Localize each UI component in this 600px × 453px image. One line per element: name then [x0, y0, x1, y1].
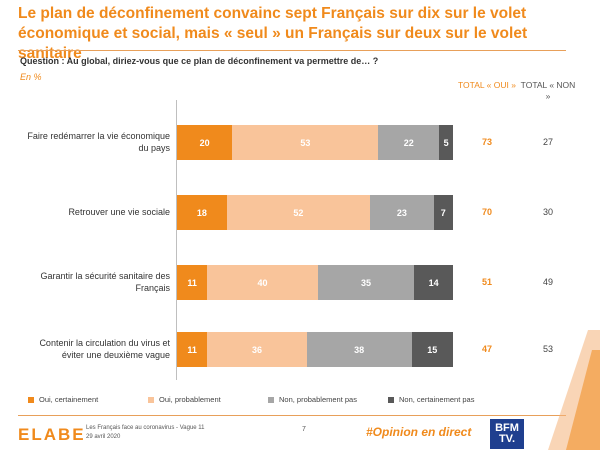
bar-segment: 7 [433, 195, 453, 230]
bfm-tv-logo: BFM TV. [490, 419, 524, 449]
bar-segment: 18 [177, 195, 227, 230]
legend-swatch [268, 396, 274, 403]
bar-segment: 22 [378, 125, 440, 160]
axis-line [176, 100, 177, 380]
hashtag: #Opinion en direct [366, 425, 472, 439]
category-label: Garantir la sécurité sanitaire des Franç… [40, 271, 170, 293]
legend-swatch [388, 396, 394, 403]
source-line: Les Français face au coronavirus - Vague… [86, 425, 205, 431]
stacked-bar: 18 52 23 7 [177, 195, 453, 230]
legend-item: Non, certainement pas [388, 395, 508, 404]
bar-segment: 15 [411, 332, 453, 367]
stacked-bar: 11 40 35 14 [177, 265, 453, 300]
divider [18, 50, 566, 51]
total-non-value: 49 [542, 277, 553, 287]
legend-item: Oui, probablement [148, 395, 268, 404]
stacked-bar: 11 36 38 15 [177, 332, 453, 367]
bar-segment: 53 [232, 125, 379, 160]
total-oui-value: 47 [481, 344, 492, 354]
total-non-value: 53 [542, 344, 553, 354]
legend-label: Oui, certainement [39, 395, 99, 404]
legend: Oui, certainement Oui, probablement Non,… [28, 395, 508, 404]
decorative-triangle-icon [548, 330, 600, 450]
total-non-header: TOTAL « NON » [520, 80, 576, 101]
legend-item: Non, probablement pas [268, 395, 388, 404]
bar-segment: 14 [414, 265, 453, 300]
bar-segment: 35 [317, 265, 415, 300]
bar-segment: 36 [207, 332, 307, 367]
bar-segment: 23 [370, 195, 434, 230]
total-oui-value: 70 [481, 207, 492, 217]
unit-label: En % [20, 72, 42, 82]
stacked-bar: 20 53 22 5 [177, 125, 453, 160]
bar-segment: 5 [439, 125, 453, 160]
footer-divider [18, 415, 566, 416]
bar-segment: 11 [177, 265, 208, 300]
total-oui-value: 51 [481, 277, 492, 287]
category-label: Faire redémarrer la vie économique du pa… [27, 131, 170, 153]
legend-label: Non, probablement pas [279, 395, 357, 404]
page-number: 7 [302, 426, 306, 433]
question-text: Question : Au global, diriez-vous que ce… [20, 56, 379, 66]
elabe-logo: ELABE [18, 425, 86, 444]
footer-source: Les Français face au coronavirus - Vague… [86, 424, 205, 442]
page-title: Le plan de déconfinement convainc sept F… [18, 5, 528, 62]
bar-segment: 38 [306, 332, 412, 367]
bar-segment: 40 [207, 265, 318, 300]
category-label: Contenir la circulation du virus et évit… [39, 338, 170, 360]
bar-segment: 52 [226, 195, 371, 230]
bar-segment: 11 [177, 332, 208, 367]
total-oui-value: 73 [481, 137, 492, 147]
legend-label: Oui, probablement [159, 395, 221, 404]
total-non-value: 30 [542, 207, 553, 217]
total-oui-header: TOTAL « OUI » [458, 80, 516, 90]
legend-swatch [28, 396, 34, 403]
legend-swatch [148, 396, 154, 403]
total-non-value: 27 [542, 137, 553, 147]
source-date: 29 avril 2020 [86, 434, 121, 440]
category-label: Retrouver une vie sociale [68, 207, 170, 217]
legend-label: Non, certainement pas [399, 395, 475, 404]
bar-segment: 20 [177, 125, 233, 160]
legend-item: Oui, certainement [28, 395, 148, 404]
